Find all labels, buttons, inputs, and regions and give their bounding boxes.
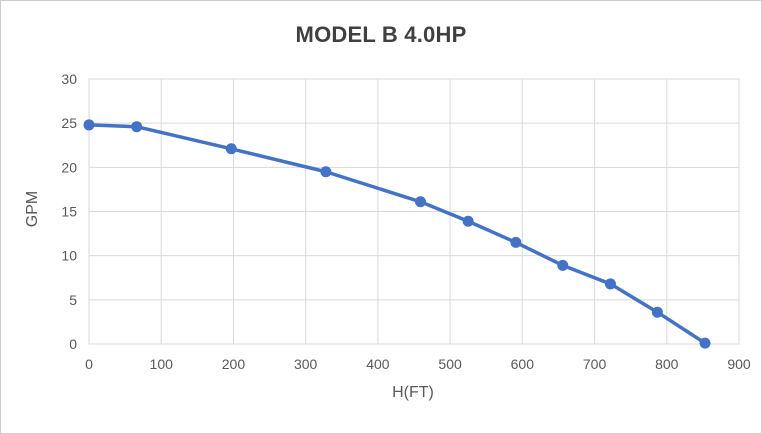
data-point-marker	[699, 337, 711, 349]
x-tick-label: 800	[655, 356, 679, 372]
y-tick-label: 20	[61, 159, 77, 175]
data-point-marker	[462, 215, 474, 227]
data-point-marker	[557, 259, 569, 271]
data-point-marker	[651, 306, 663, 318]
x-axis-title: H(FT)	[392, 384, 434, 401]
x-tick-label: 0	[85, 356, 93, 372]
x-tick-label: 700	[583, 356, 607, 372]
data-point-marker	[415, 196, 426, 208]
y-tick-label: 30	[61, 71, 77, 87]
y-tick-label: 5	[69, 292, 77, 308]
x-tick-label: 100	[150, 356, 174, 372]
x-tick-label: 400	[366, 356, 390, 372]
data-point-marker	[131, 121, 143, 133]
y-tick-label: 0	[69, 336, 77, 352]
x-tick-label: 900	[727, 356, 751, 372]
y-tick-label: 25	[61, 115, 77, 131]
y-tick-label: 15	[61, 204, 77, 220]
data-point-marker	[83, 119, 95, 131]
data-point-marker	[510, 236, 522, 248]
data-point-marker	[225, 143, 237, 155]
x-tick-label: 600	[511, 356, 535, 372]
x-tick-label: 300	[294, 356, 318, 372]
chart-title: MODEL B 4.0HP	[295, 22, 467, 47]
x-tick-label: 200	[222, 356, 246, 372]
series-line	[87, 123, 707, 345]
y-tick-label: 10	[61, 248, 77, 264]
data-point-marker	[604, 278, 616, 290]
x-tick-label: 500	[438, 356, 462, 372]
plot-border	[88, 78, 740, 345]
data-point-marker	[320, 166, 332, 178]
